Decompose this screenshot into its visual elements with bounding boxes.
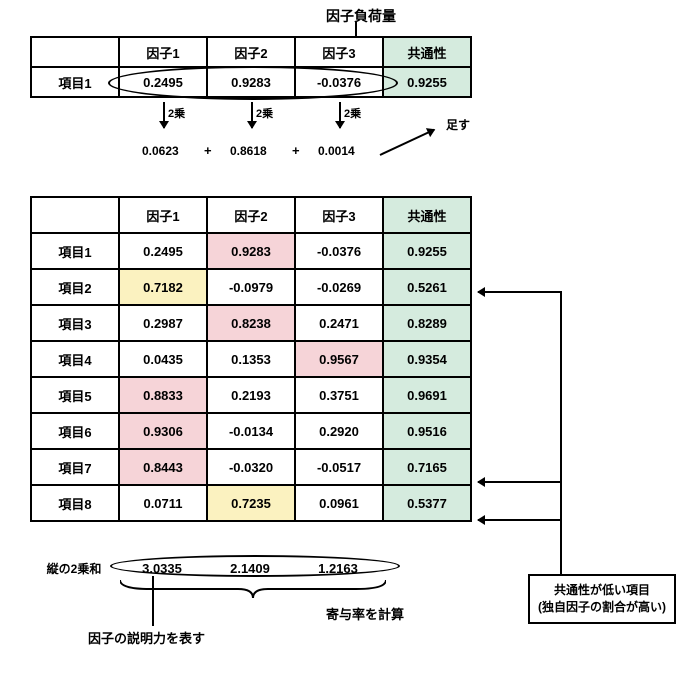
t1-v2: 0.9283 <box>207 67 295 97</box>
t2-cell: 0.8443 <box>119 449 207 485</box>
t2-item: 項目4 <box>31 341 119 377</box>
t1-h-comm: 共通性 <box>383 37 471 67</box>
t2-cell: -0.0376 <box>295 233 383 269</box>
t1-v1: 0.2495 <box>119 67 207 97</box>
t2-cell: 0.2495 <box>119 233 207 269</box>
add-arrow <box>380 129 435 156</box>
t2-item: 項目1 <box>31 233 119 269</box>
t2-cell: 0.9283 <box>207 233 295 269</box>
t2-cell: 0.9306 <box>119 413 207 449</box>
arrow-to-row <box>478 481 562 483</box>
plus-1: + <box>204 143 212 158</box>
t2-cell: 0.2471 <box>295 305 383 341</box>
t2-item: 項目7 <box>31 449 119 485</box>
table-loading-example: 因子1 因子2 因子3 共通性 項目1 0.2495 0.9283 -0.037… <box>30 36 472 98</box>
t2-cell: 0.0435 <box>119 341 207 377</box>
factor-loading-caption: 因子負荷量 <box>326 6 396 26</box>
t2-item: 項目3 <box>31 305 119 341</box>
contribution-caption: 寄与率を計算 <box>326 604 404 623</box>
t2-cell: 0.3751 <box>295 377 383 413</box>
arrow-down-2 <box>251 102 253 128</box>
t2-comm-cell: 0.7165 <box>383 449 471 485</box>
arrow-to-row <box>478 519 562 521</box>
t2-item: 項目8 <box>31 485 119 521</box>
t2-cell: 0.8833 <box>119 377 207 413</box>
explains-connector <box>152 576 154 626</box>
explains-caption: 因子の説明力を表す <box>88 628 205 647</box>
t2-cell: -0.0517 <box>295 449 383 485</box>
t1-h-f1: 因子1 <box>119 37 207 67</box>
t2-item: 項目6 <box>31 413 119 449</box>
low-comm-line2: (独自因子の割合が高い) <box>538 600 666 614</box>
t2-cell: 0.7182 <box>119 269 207 305</box>
t2-cell: 0.9567 <box>295 341 383 377</box>
plus-2: + <box>292 143 300 158</box>
t2-cell: 0.0711 <box>119 485 207 521</box>
sum-1: 3.0335 <box>118 561 206 576</box>
sums-label: 縦の2乗和 <box>30 560 118 577</box>
t2-cell: 0.0961 <box>295 485 383 521</box>
t1-v3: -0.0376 <box>295 67 383 97</box>
t2-comm-cell: 0.9255 <box>383 233 471 269</box>
t1-comm: 0.9255 <box>383 67 471 97</box>
arrow-trunk <box>560 291 562 574</box>
t2-comm-cell: 0.9354 <box>383 341 471 377</box>
t2-item: 項目5 <box>31 377 119 413</box>
sums-row: 縦の2乗和3.03352.14091.2163 <box>30 560 382 577</box>
t2-comm-cell: 0.5377 <box>383 485 471 521</box>
t2-cell: -0.0320 <box>207 449 295 485</box>
caption-connector <box>355 22 357 37</box>
sqval-3: 0.0014 <box>318 144 355 158</box>
low-communality-box: 共通性が低い項目 (独自因子の割合が高い) <box>528 574 676 624</box>
t2-comm-cell: 0.8289 <box>383 305 471 341</box>
t2-cell: 0.2987 <box>119 305 207 341</box>
t2-cell: 0.1353 <box>207 341 295 377</box>
t2-cell: 0.7235 <box>207 485 295 521</box>
t2-comm-cell: 0.9516 <box>383 413 471 449</box>
t1-item: 項目1 <box>31 67 119 97</box>
table-factors: 因子1 因子2 因子3 共通性 項目10.24950.9283-0.03760.… <box>30 196 472 522</box>
t2-cell: 0.2193 <box>207 377 295 413</box>
t2-item: 項目2 <box>31 269 119 305</box>
t2-cell: 0.8238 <box>207 305 295 341</box>
t2-blank <box>31 197 119 233</box>
t2-cell: -0.0269 <box>295 269 383 305</box>
t1-h-f3: 因子3 <box>295 37 383 67</box>
t2-h-f2: 因子2 <box>207 197 295 233</box>
sq-label-2: 2乗 <box>256 105 273 121</box>
sqval-1: 0.0623 <box>142 144 179 158</box>
t2-cell: -0.0979 <box>207 269 295 305</box>
low-comm-line1: 共通性が低い項目 <box>554 583 650 597</box>
sum-2: 2.1409 <box>206 561 294 576</box>
t2-h-f1: 因子1 <box>119 197 207 233</box>
arrow-down-1 <box>163 102 165 128</box>
t2-h-comm: 共通性 <box>383 197 471 233</box>
sum-3: 1.2163 <box>294 561 382 576</box>
sq-label-1: 2乗 <box>168 105 185 121</box>
t2-comm-cell: 0.9691 <box>383 377 471 413</box>
sq-label-3: 2乗 <box>344 105 361 121</box>
t1-blank <box>31 37 119 67</box>
t1-h-f2: 因子2 <box>207 37 295 67</box>
t2-comm-cell: 0.5261 <box>383 269 471 305</box>
arrow-down-3 <box>339 102 341 128</box>
sqval-2: 0.8618 <box>230 144 267 158</box>
t2-h-f3: 因子3 <box>295 197 383 233</box>
t2-cell: -0.0134 <box>207 413 295 449</box>
arrow-to-row <box>478 291 562 293</box>
add-label: 足す <box>446 116 470 133</box>
t2-cell: 0.2920 <box>295 413 383 449</box>
sums-brace <box>120 580 386 598</box>
